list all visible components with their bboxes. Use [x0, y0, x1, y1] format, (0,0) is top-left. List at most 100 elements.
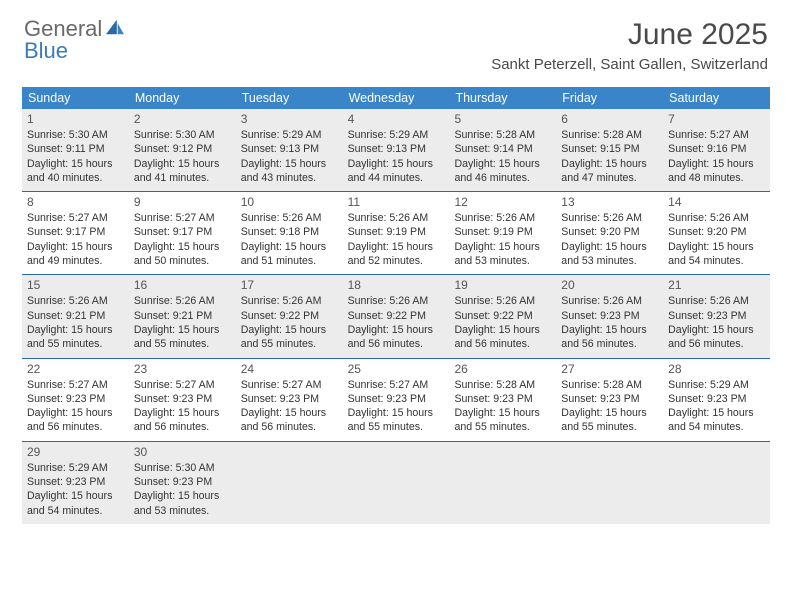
sunrise-line: Sunrise: 5:26 AM [454, 211, 551, 225]
day-empty [236, 442, 343, 524]
daylight-line: Daylight: 15 hours and 56 minutes. [561, 323, 658, 352]
sunrise-line: Sunrise: 5:29 AM [241, 128, 338, 142]
day-26: 26Sunrise: 5:28 AMSunset: 9:23 PMDayligh… [449, 359, 556, 441]
logo-blue: Blue [24, 38, 68, 63]
sunset-line: Sunset: 9:12 PM [134, 142, 231, 156]
weekday-tuesday: Tuesday [236, 87, 343, 109]
day-empty [556, 442, 663, 524]
weeks-container: 1 Sunrise: 5:30 AMSunset: 9:11 PMDaylight… [22, 109, 770, 524]
day-info: Sunrise: 5:29 AMSunset: 9:23 PMDaylight:… [27, 461, 124, 518]
sunset-line: Sunset: 9:15 PM [561, 142, 658, 156]
daylight-line: Daylight: 15 hours and 51 minutes. [241, 240, 338, 269]
daylight-line: Daylight: 15 hours and 50 minutes. [134, 240, 231, 269]
sunrise-line: Sunrise: 5:30 AM [27, 128, 124, 142]
day-5: 5Sunrise: 5:28 AMSunset: 9:14 PMDaylight… [449, 109, 556, 191]
daylight-line: Daylight: 15 hours and 56 minutes. [668, 323, 765, 352]
day-info: Sunrise: 5:26 AMSunset: 9:23 PMDaylight:… [561, 294, 658, 351]
day-empty [449, 442, 556, 524]
day-info: Sunrise: 5:30 AMSunset: 9:11 PMDaylight:… [27, 128, 124, 185]
sunset-line: Sunset: 9:22 PM [348, 309, 445, 323]
week-row: 22Sunrise: 5:27 AMSunset: 9:23 PMDayligh… [22, 358, 770, 441]
location: Sankt Peterzell, Saint Gallen, Switzerla… [491, 56, 768, 73]
weekday-thursday: Thursday [449, 87, 556, 109]
sunset-line: Sunset: 9:23 PM [241, 392, 338, 406]
sunset-line: Sunset: 9:16 PM [668, 142, 765, 156]
daylight-line: Daylight: 15 hours and 55 minutes. [454, 406, 551, 435]
day-30: 30 Sunrise: 5:30 AMSunset: 9:23 PMDayligh… [129, 442, 236, 524]
day-number: 10 [241, 195, 338, 209]
day-number: 27 [561, 362, 658, 376]
day-info: Sunrise: 5:28 AMSunset: 9:23 PMDaylight:… [454, 378, 551, 435]
sunrise-line: Sunrise: 5:27 AM [241, 378, 338, 392]
day-number: 29 [27, 445, 124, 459]
daylight-line: Daylight: 15 hours and 53 minutes. [454, 240, 551, 269]
logo-text: General Blue [24, 18, 126, 62]
sunset-line: Sunset: 9:23 PM [134, 475, 231, 489]
sunset-line: Sunset: 9:18 PM [241, 225, 338, 239]
day-number: 23 [134, 362, 231, 376]
day-number: 30 [134, 445, 231, 459]
header: General Blue June 2025 Sankt Peterzell, … [0, 0, 792, 79]
day-info: Sunrise: 5:27 AMSunset: 9:17 PMDaylight:… [134, 211, 231, 268]
sunset-line: Sunset: 9:23 PM [561, 309, 658, 323]
weekday-monday: Monday [129, 87, 236, 109]
day-number: 1 [27, 112, 124, 126]
day-number: 17 [241, 278, 338, 292]
day-info: Sunrise: 5:27 AMSunset: 9:23 PMDaylight:… [134, 378, 231, 435]
day-info: Sunrise: 5:30 AMSunset: 9:23 PMDaylight:… [134, 461, 231, 518]
weekday-saturday: Saturday [663, 87, 770, 109]
day-info: Sunrise: 5:29 AMSunset: 9:23 PMDaylight:… [668, 378, 765, 435]
daylight-line: Daylight: 15 hours and 41 minutes. [134, 157, 231, 186]
day-number: 21 [668, 278, 765, 292]
day-info: Sunrise: 5:27 AMSunset: 9:23 PMDaylight:… [348, 378, 445, 435]
day-27: 27Sunrise: 5:28 AMSunset: 9:23 PMDayligh… [556, 359, 663, 441]
calendar: SundayMondayTuesdayWednesdayThursdayFrid… [22, 87, 770, 524]
day-info: Sunrise: 5:26 AMSunset: 9:21 PMDaylight:… [27, 294, 124, 351]
day-number: 3 [241, 112, 338, 126]
sunrise-line: Sunrise: 5:28 AM [561, 128, 658, 142]
daylight-line: Daylight: 15 hours and 44 minutes. [348, 157, 445, 186]
sunrise-line: Sunrise: 5:26 AM [241, 211, 338, 225]
daylight-line: Daylight: 15 hours and 54 minutes. [668, 240, 765, 269]
sunset-line: Sunset: 9:23 PM [668, 309, 765, 323]
day-info: Sunrise: 5:26 AMSunset: 9:21 PMDaylight:… [134, 294, 231, 351]
sunset-line: Sunset: 9:17 PM [134, 225, 231, 239]
day-number: 24 [241, 362, 338, 376]
sunrise-line: Sunrise: 5:27 AM [27, 211, 124, 225]
day-number: 19 [454, 278, 551, 292]
day-19: 19Sunrise: 5:26 AMSunset: 9:22 PMDayligh… [449, 275, 556, 357]
sunrise-line: Sunrise: 5:28 AM [561, 378, 658, 392]
day-1: 1 Sunrise: 5:30 AMSunset: 9:11 PMDaylight… [22, 109, 129, 191]
day-6: 6Sunrise: 5:28 AMSunset: 9:15 PMDaylight… [556, 109, 663, 191]
day-info: Sunrise: 5:28 AMSunset: 9:14 PMDaylight:… [454, 128, 551, 185]
sunrise-line: Sunrise: 5:29 AM [668, 378, 765, 392]
day-info: Sunrise: 5:30 AMSunset: 9:12 PMDaylight:… [134, 128, 231, 185]
day-info: Sunrise: 5:27 AMSunset: 9:17 PMDaylight:… [27, 211, 124, 268]
day-number: 14 [668, 195, 765, 209]
sunset-line: Sunset: 9:21 PM [27, 309, 124, 323]
sunset-line: Sunset: 9:23 PM [134, 392, 231, 406]
day-empty [663, 442, 770, 524]
sunrise-line: Sunrise: 5:30 AM [134, 128, 231, 142]
day-number: 16 [134, 278, 231, 292]
sunrise-line: Sunrise: 5:26 AM [561, 294, 658, 308]
day-2: 2Sunrise: 5:30 AMSunset: 9:12 PMDaylight… [129, 109, 236, 191]
day-info: Sunrise: 5:26 AMSunset: 9:20 PMDaylight:… [668, 211, 765, 268]
day-number: 13 [561, 195, 658, 209]
sunrise-line: Sunrise: 5:29 AM [348, 128, 445, 142]
sunrise-line: Sunrise: 5:27 AM [27, 378, 124, 392]
daylight-line: Daylight: 15 hours and 55 minutes. [27, 323, 124, 352]
day-3: 3Sunrise: 5:29 AMSunset: 9:13 PMDaylight… [236, 109, 343, 191]
daylight-line: Daylight: 15 hours and 53 minutes. [561, 240, 658, 269]
daylight-line: Daylight: 15 hours and 56 minutes. [348, 323, 445, 352]
sunrise-line: Sunrise: 5:27 AM [134, 211, 231, 225]
sunrise-line: Sunrise: 5:26 AM [668, 294, 765, 308]
day-22: 22Sunrise: 5:27 AMSunset: 9:23 PMDayligh… [22, 359, 129, 441]
day-29: 29 Sunrise: 5:29 AMSunset: 9:23 PMDayligh… [22, 442, 129, 524]
logo: General Blue [24, 18, 126, 62]
daylight-line: Daylight: 15 hours and 47 minutes. [561, 157, 658, 186]
sunrise-line: Sunrise: 5:26 AM [348, 211, 445, 225]
day-11: 11Sunrise: 5:26 AMSunset: 9:19 PMDayligh… [343, 192, 450, 274]
sunrise-line: Sunrise: 5:27 AM [668, 128, 765, 142]
sunrise-line: Sunrise: 5:26 AM [348, 294, 445, 308]
